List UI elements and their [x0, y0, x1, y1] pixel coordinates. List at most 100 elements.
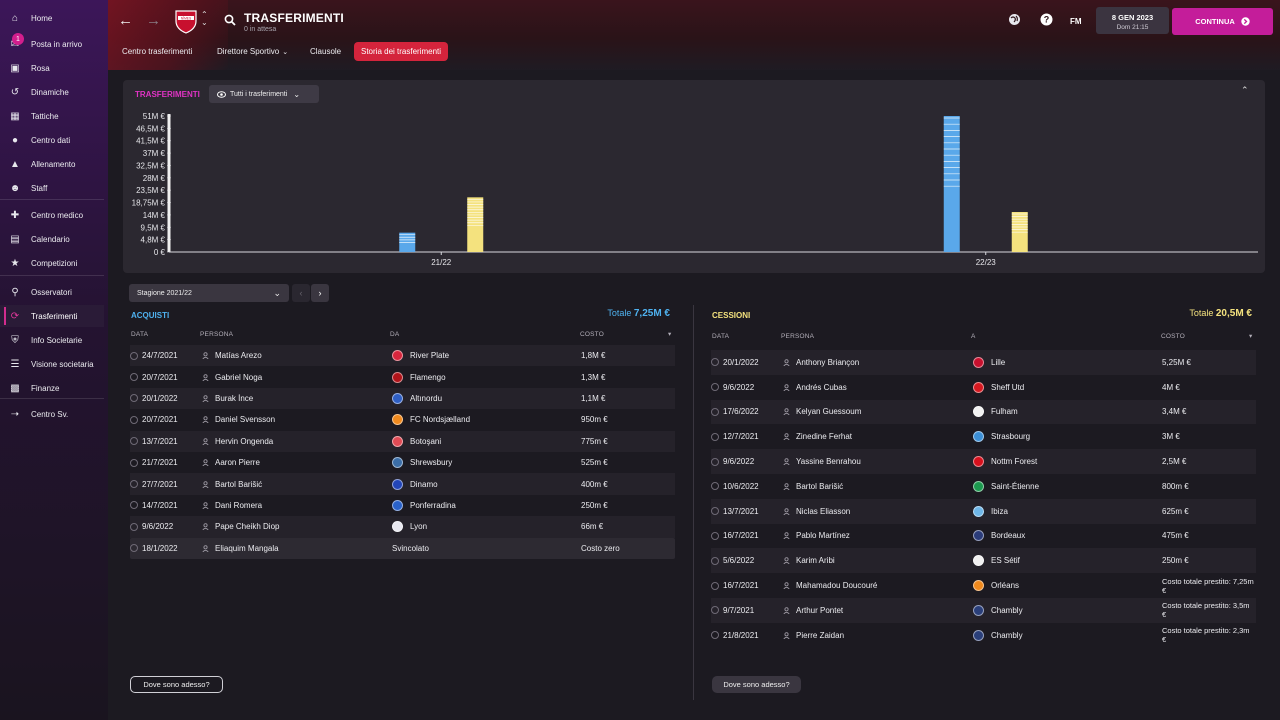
column-header-persona[interactable]: PERSONA — [781, 333, 815, 340]
club-name[interactable]: Fulham — [991, 407, 1018, 417]
person-cell[interactable]: Eliaquim Mangala — [202, 538, 279, 559]
person-name[interactable]: Aaron Pierre — [215, 458, 260, 468]
club-crest-icon[interactable]: NÎMES — [174, 8, 198, 34]
table-row[interactable]: 10/6/2022 Bartol Barišić Saint-Étienne 800m… — [711, 474, 1256, 499]
table-row[interactable]: 5/6/2022 Karim Aribi ES Sétif 250m € — [711, 548, 1256, 574]
search-icon[interactable] — [224, 14, 236, 26]
table-row[interactable]: 16/7/2021 Pablo Martínez Bordeaux 475m € — [711, 524, 1256, 549]
club-name[interactable]: Botoşani — [410, 436, 442, 446]
club-name[interactable]: ES Sétif — [991, 556, 1020, 566]
person-name[interactable]: Arthur Pontet — [796, 605, 844, 615]
person-cell[interactable]: Hervin Ongenda — [202, 431, 273, 452]
collapse-chart-button[interactable]: ⌃ — [1241, 85, 1249, 95]
club-name[interactable]: Shrewsbury — [410, 458, 453, 468]
table-row[interactable]: 20/1/2022 Anthony Briançon Lille 5,25M € — [711, 350, 1256, 375]
person-name[interactable]: Andrés Cubas — [796, 382, 847, 392]
cessioni-where-now-button[interactable]: Dove sono adesso? — [712, 676, 801, 693]
column-header-costo[interactable]: COSTO — [580, 331, 604, 338]
club-name[interactable]: Ponferradina — [410, 500, 456, 510]
table-row[interactable]: 24/7/2021 Matías Arezo River Plate 1,8M € — [130, 345, 675, 367]
person-name[interactable]: Bartol Barišić — [796, 481, 844, 491]
table-row[interactable]: 9/7/2021 Arthur Pontet Chambly Costo totale… — [711, 598, 1256, 623]
world-icon[interactable] — [1008, 13, 1021, 26]
sidebar-item-info-societarie[interactable]: ⛨ Info Societarie — [0, 329, 104, 351]
person-cell[interactable]: Mahamadou Doucouré — [783, 573, 877, 598]
club-cell[interactable]: Chambly — [973, 623, 1023, 648]
table-row[interactable]: 12/7/2021 Zinedine Ferhat Strasbourg 3M € — [711, 424, 1256, 449]
sidebar-item-staff[interactable]: ☻ Staff — [0, 177, 104, 199]
club-name[interactable]: Orléans — [991, 581, 1020, 591]
person-name[interactable]: Gabriel Noga — [215, 372, 263, 382]
sidebar-item-visione-societaria[interactable]: ☰ Visione societaria — [0, 353, 104, 375]
club-cell[interactable]: Strasbourg — [973, 424, 1030, 449]
person-cell[interactable]: Kelyan Guessoum — [783, 400, 861, 425]
table-row[interactable]: 21/7/2021 Aaron Pierre Shrewsbury 525m € — [130, 452, 675, 473]
tab-direttore-sportivo[interactable]: Direttore Sportivo ⌄ — [210, 42, 295, 61]
table-row[interactable]: 13/7/2021 Hervin Ongenda Botoşani 775m € — [130, 430, 675, 452]
person-cell[interactable]: Arthur Pontet — [783, 598, 843, 623]
person-name[interactable]: Bartol Barišić — [215, 479, 263, 489]
club-cell[interactable]: Ibiza — [973, 499, 1008, 524]
person-cell[interactable]: Burak İnce — [202, 388, 253, 409]
person-cell[interactable]: Zinedine Ferhat — [783, 424, 852, 449]
club-cell[interactable]: Altınordu — [392, 388, 442, 409]
person-name[interactable]: Dani Romera — [215, 500, 263, 510]
club-name[interactable]: FC Nordsjælland — [410, 415, 471, 425]
sidebar-item-centro-sv[interactable]: ➝ Centro Sv. — [0, 403, 104, 425]
help-icon[interactable]: ? — [1040, 13, 1053, 26]
sidebar-item-trasferimenti[interactable]: ⟳ Trasferimenti — [0, 305, 104, 327]
sidebar-item-competizioni[interactable]: ★ Competizioni — [0, 252, 104, 274]
club-switch-icon[interactable]: ⌃ ⌄ — [201, 10, 208, 27]
person-name[interactable]: Eliaquim Mangala — [215, 543, 279, 553]
sort-desc-icon[interactable]: ▾ — [1249, 333, 1253, 340]
tab-centro-trasferimenti[interactable]: Centro trasferimenti — [122, 47, 193, 56]
person-name[interactable]: Pablo Martínez — [796, 531, 850, 541]
back-button[interactable]: ← — [118, 12, 133, 29]
sidebar-item-finanze[interactable]: ▩ Finanze — [0, 377, 104, 399]
club-name[interactable]: River Plate — [410, 351, 450, 361]
club-cell[interactable]: Shrewsbury — [392, 452, 452, 473]
sidebar-item-dinamiche[interactable]: ↺ Dinamiche — [0, 81, 104, 103]
club-cell[interactable]: Ponferradina — [392, 495, 456, 516]
club-name[interactable]: Flamengo — [410, 372, 446, 382]
club-cell[interactable]: Bordeaux — [973, 524, 1025, 549]
person-cell[interactable]: Bartol Barišić — [783, 474, 843, 499]
column-header-a[interactable]: A — [971, 333, 976, 340]
club-name[interactable]: Sheff Utd — [991, 382, 1025, 392]
sidebar-item-rosa[interactable]: ▣ Rosa — [0, 57, 104, 79]
sidebar-item-home[interactable]: ⌂ Home — [0, 7, 104, 29]
club-cell[interactable]: Lille — [973, 350, 1005, 375]
club-name[interactable]: Chambly — [991, 605, 1023, 615]
sidebar-item-tattiche[interactable]: ▦ Tattiche — [0, 105, 104, 127]
table-row[interactable]: 18/1/2022 Eliaquim Mangala Svincolato Costo… — [130, 537, 675, 559]
table-row[interactable]: 13/7/2021 Niclas Eliasson Ibiza 625m € — [711, 498, 1256, 524]
tab-clausole[interactable]: Clausole — [310, 47, 342, 56]
person-cell[interactable]: Matías Arezo — [202, 345, 262, 366]
chart-filter-dropdown[interactable]: Tutti i trasferimenti ⌄ — [209, 85, 319, 103]
acquisti-where-now-button[interactable]: Dove sono adesso? — [130, 676, 223, 693]
person-name[interactable]: Mahamadou Doucouré — [796, 581, 878, 591]
person-name[interactable]: Daniel Svensson — [215, 415, 276, 425]
table-row[interactable]: 9/6/2022 Yassine Benrahou Nottm Forest 2,5M… — [711, 449, 1256, 474]
sidebar-item-centro-medico[interactable]: ✚ Centro medico — [0, 204, 104, 226]
club-name[interactable]: Lyon — [410, 522, 428, 532]
person-cell[interactable]: Daniel Svensson — [202, 409, 275, 430]
club-cell[interactable]: Sheff Utd — [973, 375, 1024, 400]
club-cell[interactable]: Dinamo — [392, 473, 438, 494]
club-name[interactable]: Ibiza — [991, 506, 1008, 516]
table-row[interactable]: 17/6/2022 Kelyan Guessoum Fulham 3,4M € — [711, 399, 1256, 425]
table-row[interactable]: 27/7/2021 Bartol Barišić Dinamo 400m € — [130, 473, 675, 495]
club-name[interactable]: Bordeaux — [991, 531, 1026, 541]
club-cell[interactable]: Lyon — [392, 516, 427, 537]
club-cell[interactable]: ES Sétif — [973, 548, 1020, 573]
table-row[interactable]: 20/7/2021 Daniel Svensson FC Nordsjælland 9… — [130, 409, 675, 430]
club-name[interactable]: Lille — [991, 357, 1006, 367]
previous-season-button[interactable]: ‹ — [292, 284, 310, 302]
person-name[interactable]: Yassine Benrahou — [796, 457, 861, 467]
forward-button[interactable]: → — [146, 12, 161, 29]
club-cell[interactable]: Orléans — [973, 573, 1019, 598]
continue-button[interactable]: CONTINUA — [1172, 8, 1273, 35]
person-cell[interactable]: Dani Romera — [202, 495, 262, 516]
club-cell[interactable]: Botoşani — [392, 431, 441, 452]
table-row[interactable]: 20/1/2022 Burak İnce Altınordu 1,1M € — [130, 387, 675, 410]
